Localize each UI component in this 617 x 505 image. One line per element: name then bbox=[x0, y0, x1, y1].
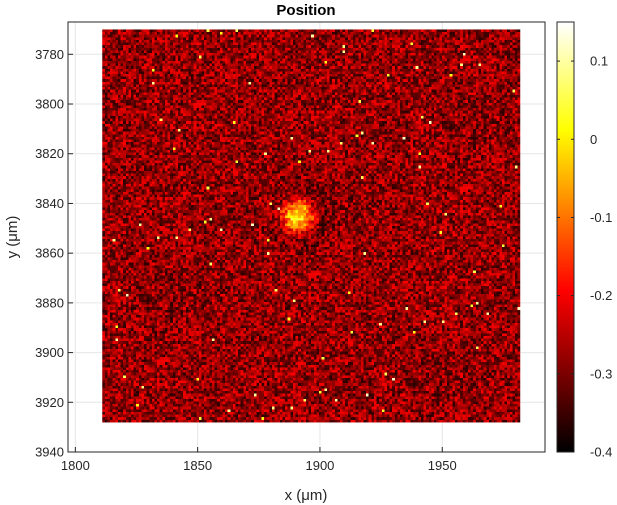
colorbar-tick-label: -0.3 bbox=[590, 366, 612, 381]
y-tick-label: 3800 bbox=[35, 97, 64, 112]
colorbar: 0.1 0 -0.1 -0.2 -0.3 -0.4 bbox=[556, 21, 612, 460]
y-tick-label: 3940 bbox=[35, 445, 64, 460]
chart-title: Position bbox=[276, 2, 335, 19]
heatmap-image bbox=[102, 29, 521, 423]
colorbar-frame bbox=[556, 21, 575, 453]
y-tick-label: 3880 bbox=[35, 295, 64, 310]
x-tick-label: 1900 bbox=[305, 458, 334, 473]
x-tick-label: 1950 bbox=[428, 458, 457, 473]
y-tick-label: 3780 bbox=[35, 47, 64, 62]
x-tick-label: 1800 bbox=[61, 458, 90, 473]
colorbar-tick-label: -0.4 bbox=[590, 445, 612, 460]
y-tick-label: 3860 bbox=[35, 246, 64, 261]
y-tick-label: 3920 bbox=[35, 395, 64, 410]
y-tick-label: 3820 bbox=[35, 146, 64, 161]
colorbar-tick-label: -0.2 bbox=[590, 288, 612, 303]
colorbar-tick-label: 0 bbox=[590, 132, 597, 147]
y-axis-label: y (μm) bbox=[4, 216, 21, 259]
plot-axes: 1800 1850 1900 1950 3780 3800 3820 3840 3860 3880… bbox=[35, 21, 546, 473]
colorbar-gradient bbox=[557, 22, 574, 452]
colorbar-tick-label: -0.1 bbox=[590, 210, 612, 225]
x-tick-label: 1850 bbox=[183, 458, 212, 473]
axes-frame bbox=[67, 21, 546, 453]
y-tick-label: 3840 bbox=[35, 196, 64, 211]
colorbar-tick-label: 0.1 bbox=[590, 54, 608, 69]
y-tick-label: 3900 bbox=[35, 345, 64, 360]
x-axis-label: x (μm) bbox=[285, 487, 328, 504]
